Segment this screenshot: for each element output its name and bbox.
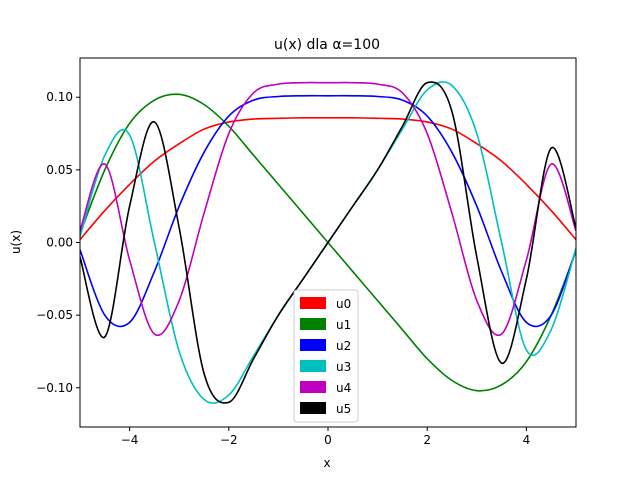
legend-swatch-u4 (300, 381, 326, 393)
y-tick-label: −0.10 (36, 381, 73, 395)
series-line-u4 (80, 81, 576, 337)
x-tick-label: 4 (523, 433, 531, 447)
series-line-u2 (80, 94, 576, 328)
x-tick-label: 2 (423, 433, 431, 447)
plot-area (80, 81, 576, 404)
y-axis-label: u(x) (9, 230, 23, 254)
legend: u0 u1 u2 u3 u4 u5 (293, 289, 359, 423)
legend-swatch-u2 (300, 339, 326, 351)
series-line-u5 (80, 81, 576, 404)
y-tick-label: −0.05 (36, 308, 73, 322)
legend-label-u5: u5 (336, 402, 351, 416)
x-tick-label: −2 (220, 433, 238, 447)
legend-swatch-u1 (300, 318, 326, 330)
series-line-u0 (80, 117, 576, 241)
x-axis-label: x (323, 456, 330, 470)
x-tick-label: −4 (121, 433, 139, 447)
axes: −4 −2 0 2 4 −0.10 −0.05 0.00 0.05 0.10 (36, 57, 577, 447)
series-group (80, 81, 576, 404)
x-tick-label: 0 (324, 433, 332, 447)
legend-label-u2: u2 (336, 339, 351, 353)
legend-swatch-u0 (300, 297, 326, 309)
chart-title: u(x) dla α=100 (274, 37, 380, 53)
legend-swatch-u5 (300, 402, 326, 414)
legend-label-u0: u0 (336, 297, 351, 311)
y-tick-label: 0.05 (46, 163, 73, 177)
legend-swatch-u3 (300, 360, 326, 372)
legend-label-u1: u1 (336, 318, 351, 332)
legend-label-u4: u4 (336, 381, 351, 395)
y-tick-label: 0.10 (46, 90, 73, 104)
legend-label-u3: u3 (336, 360, 351, 374)
y-tick-label: 0.00 (46, 236, 73, 250)
